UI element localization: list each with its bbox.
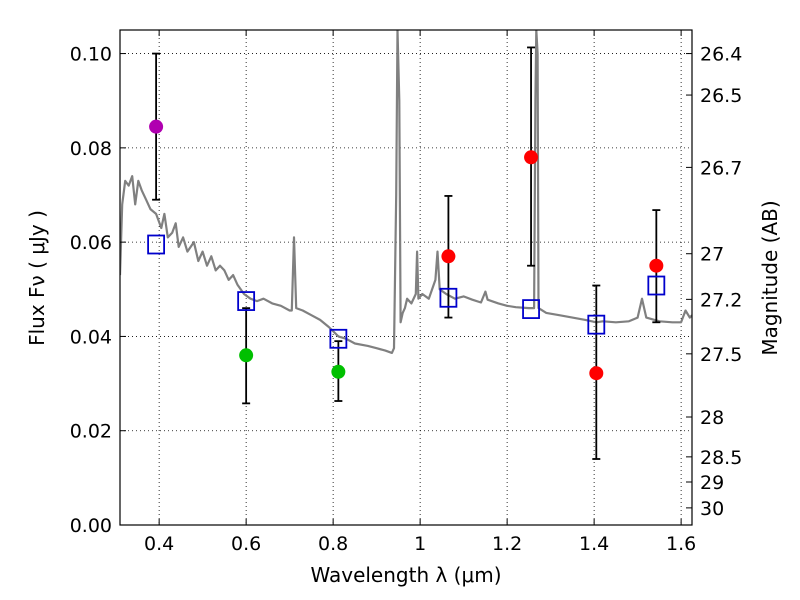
x-tick-label: 1.6 bbox=[666, 533, 696, 555]
x-axis-title: Wavelength λ (μm) bbox=[310, 563, 501, 587]
model-photometry-square bbox=[329, 328, 348, 349]
mag-tick-label: 30 bbox=[700, 498, 724, 520]
model-photometry-square bbox=[587, 314, 606, 335]
observed-point bbox=[239, 348, 254, 363]
model-photometry-square bbox=[147, 234, 166, 255]
mag-tick-label: 26.5 bbox=[700, 85, 742, 107]
mag-tick-label: 27.5 bbox=[700, 344, 742, 366]
plot-area bbox=[120, 30, 692, 525]
observed-point bbox=[149, 119, 164, 134]
mag-tick-label: 26.7 bbox=[700, 157, 742, 179]
y-tick-label: 0.08 bbox=[70, 138, 112, 160]
mag-tick-label: 28 bbox=[700, 407, 724, 429]
y-tick-label: 0.10 bbox=[70, 44, 112, 66]
y-tick-label: 0.00 bbox=[70, 515, 112, 537]
mag-tick-label: 27.2 bbox=[700, 289, 742, 311]
observed-point bbox=[331, 364, 346, 379]
y-tick-label: 0.02 bbox=[70, 421, 112, 443]
model-spectrum-line bbox=[120, 30, 692, 354]
observed-point bbox=[589, 366, 604, 381]
model-photometry bbox=[147, 234, 666, 349]
observed-photometry bbox=[149, 119, 664, 381]
magnitude-axis-ticks: 26.4 26.5 26.7 27 27.2 27.5 28 28.5 29 30 bbox=[686, 44, 742, 520]
observed-point bbox=[441, 249, 456, 264]
mag-tick-label: 26.4 bbox=[700, 44, 742, 66]
right-axis-title: Magnitude (AB) bbox=[758, 200, 782, 355]
x-tick-label: 0.8 bbox=[318, 533, 348, 555]
y-axis-ticks: 0.00 0.02 0.04 0.06 0.08 0.10 bbox=[70, 44, 126, 537]
mag-tick-label: 27 bbox=[700, 244, 724, 266]
observed-point bbox=[524, 150, 539, 165]
model-photometry-square bbox=[237, 291, 256, 311]
mag-tick-label: 29 bbox=[700, 472, 724, 494]
x-tick-label: 1 bbox=[414, 533, 426, 555]
plot-frame bbox=[119, 29, 693, 526]
x-tick-label: 0.4 bbox=[144, 533, 174, 555]
model-spectrum bbox=[120, 30, 692, 354]
observed-point bbox=[649, 258, 664, 273]
model-photometry-square bbox=[647, 275, 666, 296]
y-tick-label: 0.04 bbox=[70, 326, 112, 348]
y-tick-label: 0.06 bbox=[70, 232, 112, 254]
error-bars bbox=[152, 46, 661, 460]
x-tick-label: 0.6 bbox=[231, 533, 261, 555]
y-axis-title: Flux Fν ( μJy ) bbox=[25, 210, 49, 346]
mag-tick-label: 28.5 bbox=[700, 447, 742, 469]
x-tick-label: 1.2 bbox=[492, 533, 522, 555]
x-tick-label: 1.4 bbox=[579, 533, 609, 555]
x-axis-ticks: 0.4 0.6 0.8 1 1.2 1.4 1.6 bbox=[144, 30, 696, 555]
model-photometry-square bbox=[439, 287, 458, 308]
model-photometry-square bbox=[522, 299, 540, 319]
